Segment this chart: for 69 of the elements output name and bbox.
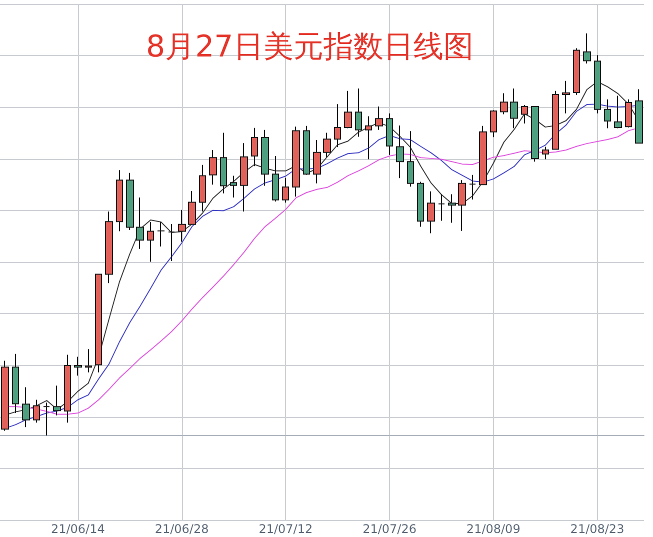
x-tick-label: 21/08/09	[466, 522, 520, 536]
candlestick	[355, 88, 362, 138]
candlestick	[251, 127, 258, 167]
candlestick	[136, 196, 144, 250]
candlestick	[33, 399, 40, 424]
candlestick	[427, 190, 435, 234]
x-tick-label: 21/07/12	[258, 522, 313, 536]
candlestick	[43, 402, 50, 436]
candlestick	[1, 360, 9, 432]
candlestick	[168, 223, 175, 262]
candlestick	[417, 181, 424, 228]
candlestick	[22, 386, 30, 428]
candlestick	[209, 149, 217, 186]
candlestick	[458, 180, 466, 232]
candlestick	[199, 164, 206, 212]
candlestick	[594, 54, 601, 114]
x-tick-label: 21/06/28	[154, 522, 209, 536]
candlestick	[116, 170, 123, 232]
candlestick	[542, 146, 549, 160]
candlestick	[375, 106, 383, 130]
candlestick	[64, 354, 71, 424]
candlestick	[178, 209, 186, 242]
candlestick	[53, 385, 61, 416]
candlestick	[469, 174, 476, 200]
candlestick	[344, 90, 352, 129]
candlestick	[240, 142, 248, 212]
candlestick	[625, 98, 632, 128]
candlestick	[365, 116, 372, 160]
candlestick	[635, 88, 643, 144]
candlestick	[147, 221, 154, 262]
candlestick	[12, 353, 19, 414]
candlestick	[521, 104, 528, 124]
candlestick	[500, 92, 508, 115]
candlestick	[614, 95, 622, 129]
candlestick	[313, 139, 321, 184]
candlestick	[230, 175, 237, 198]
candlestick	[85, 348, 92, 373]
candlestick	[573, 48, 580, 96]
candlestick	[386, 112, 393, 156]
candlestick	[531, 106, 539, 162]
x-tick-label: 21/08/23	[570, 522, 624, 536]
candlestick	[334, 104, 341, 148]
candlestick	[583, 32, 591, 64]
candlestick	[407, 130, 414, 188]
candlestick	[220, 132, 227, 194]
candlestick	[510, 88, 518, 129]
candlestick	[126, 172, 134, 231]
candlestick	[261, 129, 269, 186]
x-tick-label: 21/06/14	[50, 522, 105, 536]
candlestick	[448, 194, 456, 224]
candlestick	[188, 190, 196, 226]
candlestick	[604, 98, 611, 129]
candlestick	[303, 125, 310, 176]
candlestick	[74, 356, 82, 376]
candlestick	[438, 194, 445, 222]
candlestick	[272, 156, 279, 202]
candlestick	[562, 80, 570, 114]
candlestick	[157, 221, 165, 248]
candlestick	[479, 125, 487, 186]
candlestick	[396, 124, 404, 179]
candlestick	[282, 177, 289, 204]
x-tick-label: 21/07/26	[362, 522, 416, 536]
candlestick	[105, 211, 113, 284]
candlestick	[95, 274, 102, 373]
candlestick	[552, 90, 559, 150]
candlestick	[490, 110, 497, 138]
candlestick	[323, 132, 331, 158]
chart-title: 8月27日美元指数日线图	[146, 30, 474, 64]
candlestick	[292, 126, 300, 198]
